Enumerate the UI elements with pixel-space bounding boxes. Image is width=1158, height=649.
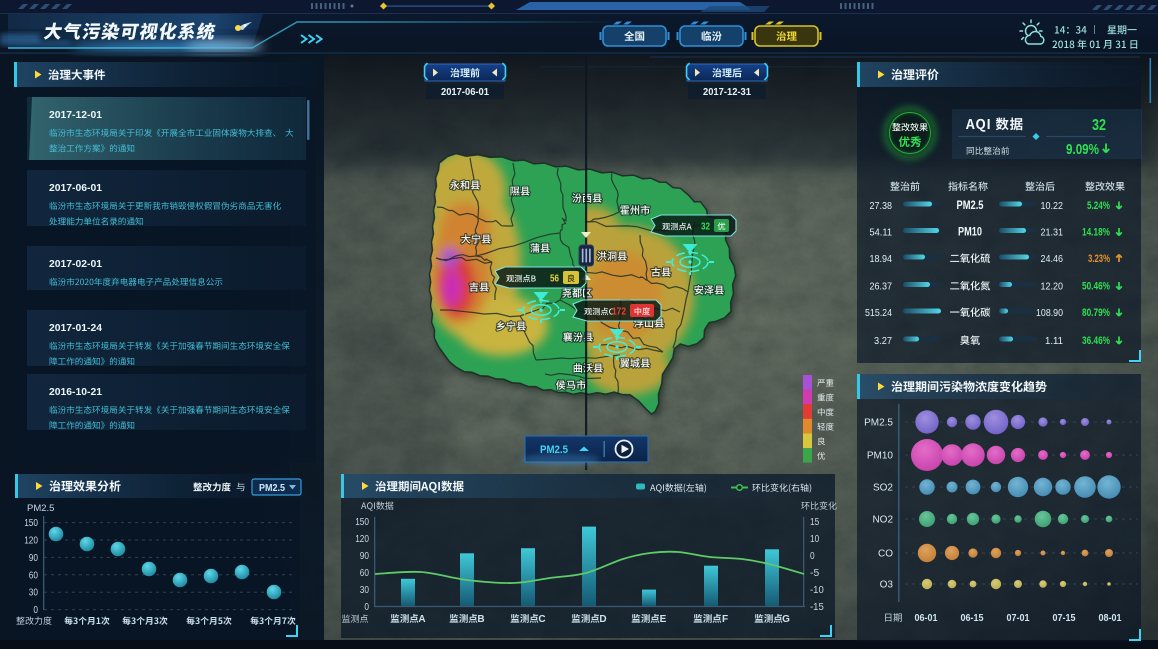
- svg-text:0: 0: [810, 551, 815, 562]
- svg-text:32: 32: [701, 222, 710, 233]
- svg-text:08-01: 08-01: [1099, 612, 1122, 624]
- svg-text:PM2.5: PM2.5: [864, 418, 893, 429]
- svg-text:2017-06-01: 2017-06-01: [441, 86, 489, 98]
- svg-text:120: 120: [24, 536, 38, 547]
- svg-text:3.23%: 3.23%: [1088, 253, 1110, 265]
- svg-text:2017-01-24: 2017-01-24: [49, 322, 102, 334]
- svg-text:9.09%: 9.09%: [1066, 141, 1099, 158]
- svg-text:2017-06-01: 2017-06-01: [49, 182, 102, 194]
- svg-text:56: 56: [550, 274, 559, 285]
- svg-text:07-01: 07-01: [1007, 612, 1030, 624]
- svg-text:90: 90: [360, 551, 370, 562]
- svg-text:0: 0: [364, 602, 369, 613]
- svg-text:PM2.5: PM2.5: [27, 503, 54, 514]
- svg-text:80.79%: 80.79%: [1082, 307, 1110, 319]
- svg-text:06-01: 06-01: [915, 612, 938, 624]
- svg-text:-10: -10: [810, 585, 824, 596]
- svg-text:SO2: SO2: [873, 483, 893, 494]
- svg-text:54.11: 54.11: [870, 227, 893, 239]
- svg-text:90: 90: [29, 553, 39, 564]
- svg-text:O3: O3: [880, 580, 894, 591]
- svg-text:30: 30: [29, 588, 39, 599]
- svg-text:21.31: 21.31: [1041, 227, 1064, 239]
- svg-text:108.90: 108.90: [1036, 307, 1063, 319]
- svg-text:32: 32: [1092, 117, 1106, 134]
- svg-text:150: 150: [24, 518, 38, 529]
- svg-text:18.94: 18.94: [870, 253, 893, 265]
- svg-text:06-15: 06-15: [961, 612, 984, 624]
- svg-text:PM10: PM10: [867, 451, 894, 462]
- svg-text:27.38: 27.38: [870, 200, 893, 212]
- svg-text:-15: -15: [810, 602, 824, 613]
- svg-text:36.46%: 36.46%: [1082, 335, 1110, 347]
- svg-text:515.24: 515.24: [865, 307, 892, 319]
- svg-text:A: A: [418, 614, 425, 625]
- svg-text:10.22: 10.22: [1041, 200, 1064, 212]
- svg-text:0: 0: [33, 605, 38, 616]
- svg-text:B: B: [477, 614, 484, 625]
- svg-text:PM2.5: PM2.5: [259, 482, 285, 494]
- svg-text:PM2.5: PM2.5: [540, 444, 568, 456]
- svg-text:2017-12-31: 2017-12-31: [703, 86, 751, 98]
- svg-text:172: 172: [612, 307, 626, 318]
- svg-text:10: 10: [810, 534, 820, 545]
- svg-text:C: C: [538, 614, 545, 625]
- svg-text:CO: CO: [878, 549, 893, 560]
- svg-text:D: D: [599, 614, 606, 625]
- svg-text:PM2.5: PM2.5: [957, 198, 984, 212]
- svg-text:G: G: [782, 614, 790, 625]
- svg-text:60: 60: [29, 570, 39, 581]
- svg-text:15: 15: [810, 517, 820, 528]
- svg-text:50.46%: 50.46%: [1082, 281, 1110, 293]
- svg-text:07-15: 07-15: [1053, 612, 1076, 624]
- svg-text:5.24%: 5.24%: [1087, 200, 1110, 212]
- svg-text:24.46: 24.46: [1041, 253, 1064, 265]
- svg-text:PM10: PM10: [958, 225, 982, 239]
- svg-text:150: 150: [355, 517, 369, 528]
- svg-text:2016-10-21: 2016-10-21: [49, 386, 102, 398]
- svg-text:60: 60: [360, 568, 370, 579]
- svg-text:2017-12-01: 2017-12-01: [49, 109, 102, 121]
- svg-text:E: E: [660, 614, 667, 625]
- svg-text:12.20: 12.20: [1041, 281, 1064, 293]
- svg-text:14.18%: 14.18%: [1082, 227, 1110, 239]
- svg-text:30: 30: [360, 585, 370, 596]
- svg-text:3.27: 3.27: [874, 335, 892, 347]
- svg-text:F: F: [722, 614, 728, 625]
- svg-text:1.11: 1.11: [1045, 335, 1063, 347]
- svg-text:120: 120: [355, 534, 369, 545]
- svg-text:26.37: 26.37: [870, 281, 893, 293]
- svg-text:NO2: NO2: [872, 515, 893, 526]
- svg-text:-5: -5: [810, 568, 820, 579]
- svg-text:2017-02-01: 2017-02-01: [49, 258, 102, 270]
